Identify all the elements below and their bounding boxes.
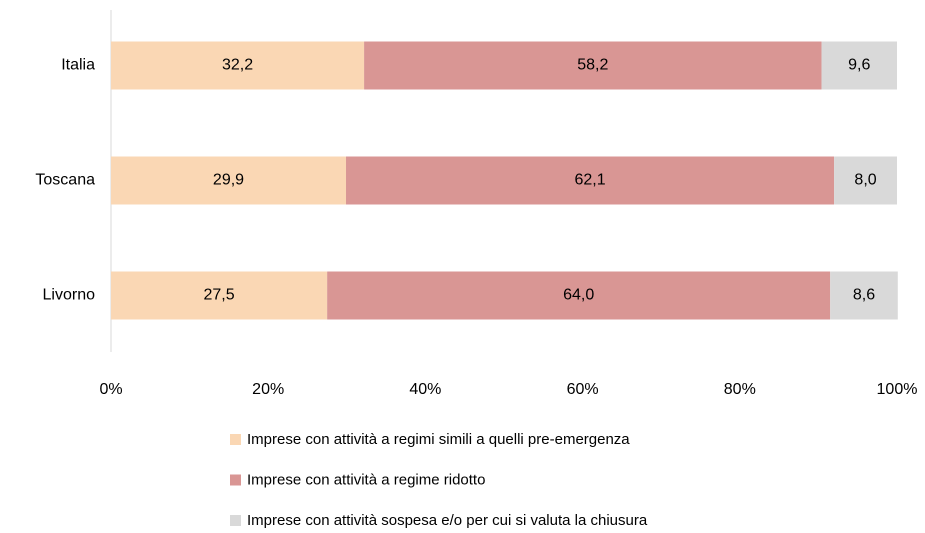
bar-segment <box>111 271 328 320</box>
value-label: 29,9 <box>213 172 244 189</box>
bar-segment <box>364 41 822 90</box>
x-tick-label: 0% <box>99 381 122 398</box>
value-label: 58,2 <box>577 57 608 74</box>
x-tick-label: 80% <box>724 381 756 398</box>
legend-label: Imprese con attività a regimi simili a q… <box>247 431 630 448</box>
legend-swatch <box>230 474 241 486</box>
category-label: Livorno <box>43 287 96 304</box>
bar-segment <box>346 156 835 205</box>
x-tick-label: 100% <box>877 381 918 398</box>
category-label: Toscana <box>35 172 95 189</box>
legend-label: Imprese con attività a regime ridotto <box>247 471 485 488</box>
value-label: 32,2 <box>222 57 253 74</box>
value-label: 64,0 <box>563 287 594 304</box>
bar-segment <box>111 41 365 90</box>
bar-segment <box>821 41 897 90</box>
bar-segment <box>327 271 831 320</box>
category-label: Italia <box>61 57 95 74</box>
bar-segment <box>830 271 898 320</box>
x-tick-label: 60% <box>567 381 599 398</box>
legend-swatch <box>230 434 241 445</box>
bar-segment <box>834 156 897 205</box>
legend-label: Imprese con attività sospesa e/o per cui… <box>247 512 648 529</box>
value-label: 27,5 <box>204 287 235 304</box>
bar-segment <box>111 156 347 205</box>
value-label: 8,0 <box>854 172 876 189</box>
x-tick-label: 40% <box>409 381 441 398</box>
legend-swatch <box>230 515 241 526</box>
value-label: 62,1 <box>574 172 605 189</box>
value-label: 9,6 <box>848 57 870 74</box>
x-tick-label: 20% <box>252 381 284 398</box>
value-label: 8,6 <box>853 287 875 304</box>
